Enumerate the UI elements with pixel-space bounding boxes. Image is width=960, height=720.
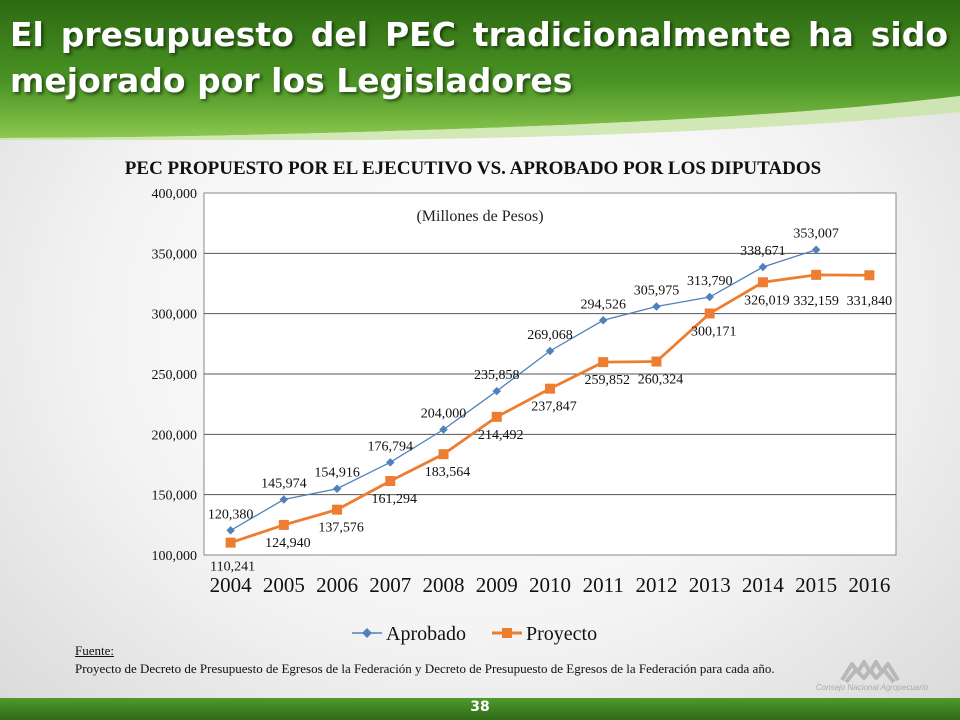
aprobado-line <box>230 249 817 531</box>
aprobado-point <box>758 262 768 272</box>
proyecto-point <box>598 357 609 368</box>
aprobado-data-label: 269,068 <box>527 328 573 343</box>
slide-title: El presupuesto del PEC tradicionalmente … <box>10 15 948 100</box>
aprobado-point <box>705 292 714 302</box>
source-note: Fuente: Proyecto de Decreto de Presupues… <box>75 642 835 678</box>
x-tick-label: 2006 <box>316 573 358 597</box>
legend-aprobado-label: Aprobado <box>386 623 466 645</box>
y-tick-label: 400,000 <box>152 187 198 202</box>
aprobado-data-label: 176,794 <box>368 439 414 454</box>
proyecto-data-label: 300,171 <box>691 324 737 339</box>
aprobado-data-label: 294,526 <box>580 297 626 312</box>
x-tick-label: 2011 <box>583 573 624 597</box>
x-tick-label: 2008 <box>423 573 465 597</box>
proyecto-data-label: 331,840 <box>847 294 893 309</box>
source-text: Proyecto de Decreto de Presupuesto de Eg… <box>75 661 775 676</box>
gridlines <box>204 252 896 496</box>
y-axis: 100,000 150,000 200,000 250,000 300,000 350,0… <box>152 187 198 564</box>
legend: Aprobado Proyecto <box>352 623 597 645</box>
proyecto-point <box>651 356 662 367</box>
y-tick-label: 250,000 <box>152 368 198 383</box>
y-tick-label: 350,000 <box>152 247 198 262</box>
proyecto-data-label: 260,324 <box>638 373 684 388</box>
proyecto-data-label: 259,852 <box>584 373 630 388</box>
x-tick-label: 2014 <box>742 573 785 597</box>
aprobado-data-label: 204,000 <box>421 407 467 422</box>
aprobado-point <box>439 425 448 434</box>
chart-title: PEC PROPUESTO POR EL EJECUTIVO VS. APROB… <box>124 158 822 179</box>
aprobado-point <box>492 386 502 396</box>
header-swoosh <box>0 0 960 140</box>
proyecto-data-label: 183,564 <box>425 465 471 480</box>
proyecto-data-label: 110,241 <box>210 560 255 575</box>
y-tick-label: 300,000 <box>152 308 198 323</box>
proyecto-point <box>278 519 289 530</box>
x-tick-label: 2012 <box>635 573 677 597</box>
chart-subtitle: (Millones de Pesos) <box>416 208 543 225</box>
x-tick-label: 2013 <box>689 573 731 597</box>
aprobado-data-label: 154,916 <box>314 466 360 481</box>
header-banner: El presupuesto del PEC tradicionalmente … <box>0 0 960 140</box>
proyecto-point <box>545 383 555 394</box>
proyecto-data-label: 237,847 <box>531 400 577 415</box>
aprobado-data-label: 305,975 <box>634 283 680 298</box>
aprobado-data-label: 313,790 <box>687 274 733 289</box>
series-layer: 120,380 145,974 154,916 176,794 204,000 235,8… <box>208 227 892 575</box>
logo-caption: Consejo Nacional Agropecuario <box>815 683 929 692</box>
proyecto-point <box>491 411 502 422</box>
cna-logo-icon <box>840 660 900 684</box>
proyecto-point <box>864 270 875 281</box>
footer-bar <box>0 698 960 720</box>
proyecto-point <box>811 269 822 280</box>
x-tick-label: 2005 <box>263 573 305 597</box>
aprobado-point <box>279 495 289 504</box>
proyecto-data-label: 124,940 <box>265 536 311 551</box>
proyecto-point <box>385 476 396 487</box>
y-tick-label: 200,000 <box>152 428 198 443</box>
proyecto-data-label: 326,019 <box>744 293 790 308</box>
legend-proyecto-label: Proyecto <box>526 623 597 645</box>
proyecto-point <box>704 308 715 319</box>
page-number: 38 <box>470 699 490 715</box>
y-tick-label: 150,000 <box>152 489 198 504</box>
x-axis: 2004 2005 2006 2007 2008 2009 2010 2011 2012 2013… <box>210 573 891 597</box>
aprobado-data-label: 235,858 <box>474 368 520 383</box>
x-tick-label: 2010 <box>529 573 571 597</box>
x-tick-label: 2016 <box>848 573 890 597</box>
proyecto-data-label: 137,576 <box>318 521 364 536</box>
legend-aprobado-marker <box>362 628 372 638</box>
aprobado-data-label: 338,671 <box>740 244 786 259</box>
y-tick-label: 100,000 <box>152 549 198 564</box>
x-tick-label: 2004 <box>210 573 253 597</box>
aprobado-point <box>332 484 342 493</box>
source-label: Fuente: <box>75 643 114 658</box>
x-tick-label: 2015 <box>795 573 837 597</box>
proyecto-data-label: 214,492 <box>478 428 524 443</box>
aprobado-point <box>386 458 395 467</box>
proyecto-point <box>757 277 768 288</box>
proyecto-point <box>225 537 236 548</box>
legend-proyecto-marker <box>502 628 512 638</box>
aprobado-data-label: 145,974 <box>261 477 307 492</box>
line-chart: 100,000 150,000 200,000 250,000 300,000 350,0… <box>152 187 897 645</box>
x-tick-label: 2007 <box>369 573 411 597</box>
aprobado-data-label: 120,380 <box>208 507 254 522</box>
proyecto-point <box>438 449 449 460</box>
aprobado-data-label: 353,007 <box>793 227 839 242</box>
proyecto-data-label: 332,159 <box>793 294 839 309</box>
x-tick-label: 2009 <box>476 573 518 597</box>
proyecto-point <box>332 504 343 515</box>
proyecto-data-label: 161,294 <box>372 492 418 507</box>
